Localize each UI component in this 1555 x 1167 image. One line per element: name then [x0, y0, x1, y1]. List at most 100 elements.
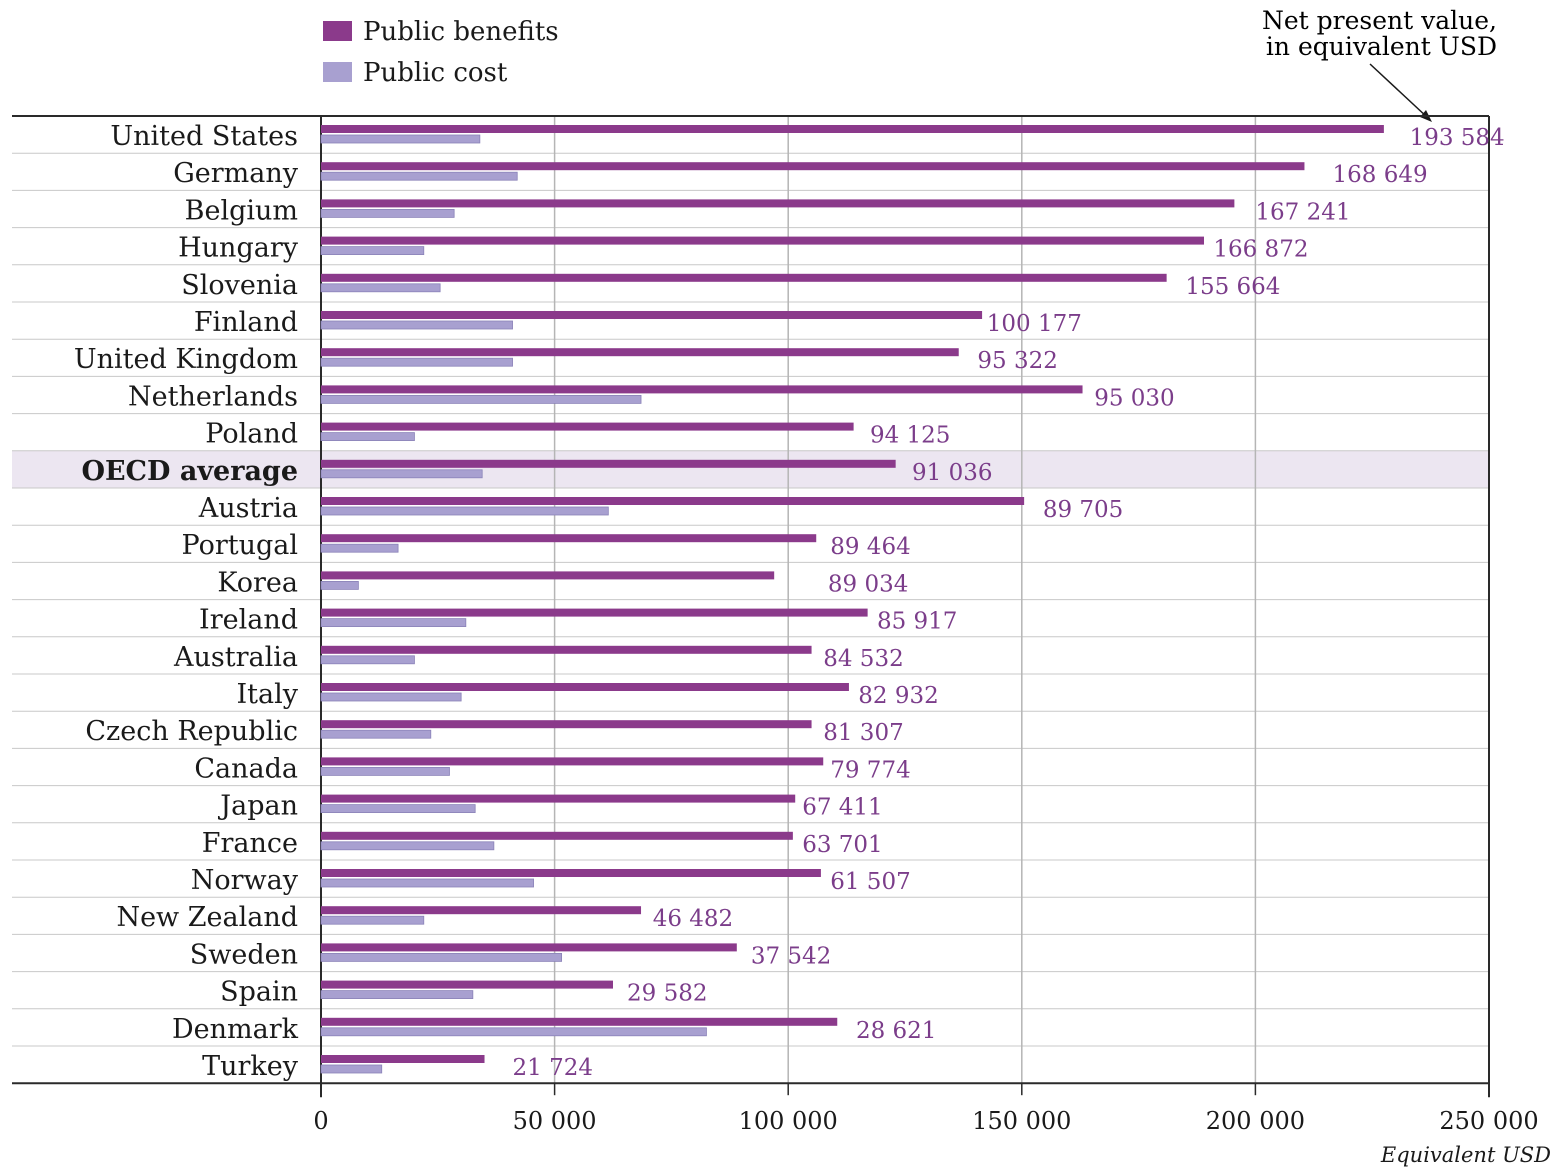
net-value-label: 85 917 [877, 609, 957, 635]
bar-public-benefits [321, 608, 868, 617]
net-value-label: 100 177 [987, 311, 1082, 337]
net-value-label: 89 034 [828, 571, 908, 597]
bar-public-cost [320, 171, 518, 181]
category-label: Denmark [172, 1014, 299, 1045]
bar-public-cost [320, 320, 513, 330]
bar-public-cost [320, 953, 563, 962]
bar-public-benefits [321, 943, 737, 952]
bar-public-cost [320, 469, 483, 479]
bar-public-benefits [321, 125, 1384, 133]
annotation-arrow-shaft [1369, 63, 1429, 119]
bar-public-cost [320, 618, 467, 627]
category-label: Australia [173, 642, 298, 673]
category-label: United States [110, 121, 298, 152]
bar-public-cost [320, 1064, 383, 1074]
category-label: Italy [236, 679, 298, 710]
x-tick-label: 0 [313, 1107, 328, 1135]
net-value-label: 37 542 [751, 943, 831, 969]
net-value-label: 61 507 [830, 869, 910, 895]
bar-public-cost [320, 506, 609, 516]
net-value-label: 89 705 [1043, 497, 1123, 523]
net-value-label: 84 532 [823, 646, 903, 672]
net-value-label: 82 932 [858, 683, 938, 709]
net-value-label: 91 036 [912, 460, 992, 486]
bar-public-benefits [321, 497, 1025, 505]
bar-public-cost [320, 1027, 707, 1037]
bar-public-cost [320, 655, 415, 665]
legend-label-public-cost: Public cost [363, 58, 508, 88]
bar-public-benefits [321, 534, 817, 543]
bar-public-cost [320, 246, 425, 256]
net-value-label: 95 030 [1094, 385, 1174, 411]
category-label: Sweden [190, 939, 298, 970]
net-value-label: 95 322 [977, 348, 1057, 374]
annotation-line-1: Net present value, [1262, 6, 1497, 35]
legend-swatch-public-benefits [323, 21, 352, 41]
category-label: Poland [205, 419, 298, 450]
bar-public-benefits [321, 348, 959, 357]
net-value-label: 94 125 [870, 423, 950, 449]
legend: Public benefits Public cost [323, 17, 559, 88]
category-label: Belgium [185, 195, 298, 226]
bar-public-cost [320, 283, 441, 293]
bar-public-cost [320, 134, 481, 144]
x-tick-label: 200 000 [1206, 1107, 1305, 1135]
net-value-label: 21 724 [513, 1055, 593, 1081]
category-label: Finland [194, 307, 298, 338]
bar-public-cost [320, 543, 399, 553]
net-value-label: 155 664 [1185, 274, 1280, 300]
net-value-label: 46 482 [653, 906, 733, 932]
bar-public-benefits [321, 794, 796, 803]
legend-label-public-benefits: Public benefits [363, 17, 559, 47]
bar-public-benefits [321, 831, 793, 840]
bar-public-benefits [321, 720, 812, 729]
net-value-label: 67 411 [802, 795, 882, 821]
plot-area: 0 50 000 100 000 150 000 200 000 250 000 Unite… [12, 115, 1539, 1135]
x-tick-label: 100 000 [739, 1107, 838, 1135]
net-value-label: 28 621 [856, 1018, 936, 1044]
category-label: Norway [191, 865, 299, 896]
bar-public-benefits [321, 980, 613, 989]
bar-public-cost [320, 394, 642, 404]
bar-public-benefits [321, 906, 642, 915]
category-label: Slovenia [181, 270, 298, 301]
bar-public-cost [320, 729, 432, 739]
bar-public-benefits [321, 1017, 838, 1026]
bar-public-cost [320, 692, 462, 702]
category-label: United Kingdom [74, 344, 298, 375]
category-label: Germany [173, 158, 299, 189]
legend-swatch-public-cost [323, 62, 352, 82]
net-value-label: 79 774 [830, 757, 910, 783]
bar-public-benefits [321, 236, 1205, 245]
category-label: Portugal [182, 530, 299, 561]
bar-public-benefits [321, 571, 775, 580]
bar-public-benefits [321, 459, 896, 468]
bar-public-cost [320, 841, 495, 851]
bar-public-benefits [321, 683, 849, 691]
category-label: Canada [194, 753, 298, 784]
category-label: Spain [220, 977, 298, 1008]
bar-public-benefits [321, 1055, 485, 1063]
category-label: Japan [217, 791, 298, 822]
x-tick-label: 250 000 [1439, 1107, 1538, 1135]
net-value-annotation: Net present value, in equivalent USD [1262, 6, 1497, 122]
bar-public-benefits [321, 645, 812, 654]
net-value-label: 168 649 [1332, 162, 1427, 188]
category-label: Netherlands [128, 381, 298, 412]
bar-public-cost [320, 432, 415, 442]
x-tick-label: 150 000 [972, 1107, 1071, 1135]
net-value-label: 167 241 [1255, 199, 1350, 225]
net-value-label: 166 872 [1213, 237, 1308, 263]
bar-public-benefits [321, 162, 1305, 171]
category-label: Turkey [202, 1051, 299, 1082]
net-value-label: 89 464 [830, 534, 910, 560]
bar-public-cost [320, 767, 450, 776]
category-label: Ireland [199, 605, 298, 636]
x-tick-label: 50 000 [513, 1107, 597, 1135]
net-value-label: 63 701 [802, 832, 882, 858]
bar-public-benefits [321, 273, 1167, 282]
bar-public-benefits [321, 311, 983, 319]
annotation-line-2: in equivalent USD [1266, 32, 1497, 61]
bar-public-cost [320, 804, 476, 813]
bar-public-cost [320, 208, 455, 218]
